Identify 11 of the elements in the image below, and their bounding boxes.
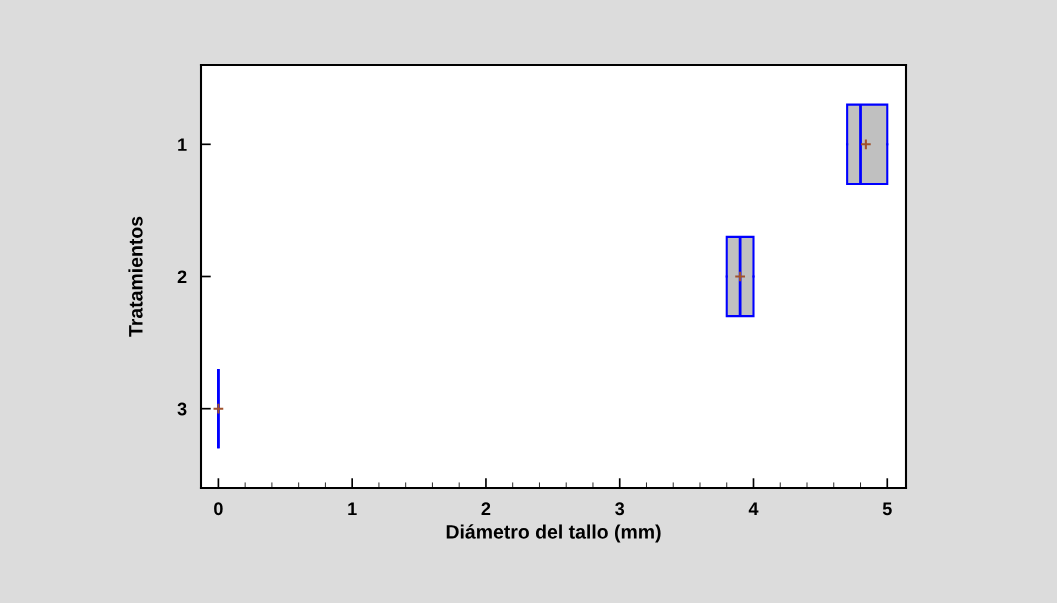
y-tick-label: 1 bbox=[178, 138, 187, 151]
x-tick-label: 2 bbox=[481, 502, 491, 515]
x-tick-label: 4 bbox=[748, 502, 759, 515]
y-tick-label: 2 bbox=[177, 270, 187, 284]
x-tick-label: 0 bbox=[214, 502, 223, 516]
y-tick-label: 3 bbox=[177, 402, 187, 416]
x-tick-label: 5 bbox=[882, 502, 892, 516]
x-tick-label: 3 bbox=[615, 502, 625, 516]
x-tick-label: 1 bbox=[348, 502, 357, 515]
y-axis-title: Tratamientos bbox=[128, 216, 143, 337]
x-axis-title: Diámetro del tallo (mm) bbox=[446, 524, 661, 543]
